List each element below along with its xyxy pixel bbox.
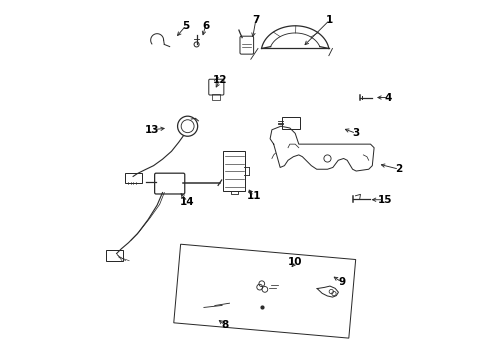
Text: 3: 3 xyxy=(352,129,360,138)
Text: 5: 5 xyxy=(182,21,190,31)
Text: 13: 13 xyxy=(145,125,159,135)
Text: 1: 1 xyxy=(326,15,333,26)
Text: 6: 6 xyxy=(202,21,209,31)
Text: 14: 14 xyxy=(180,197,195,207)
Text: 10: 10 xyxy=(288,257,302,267)
Text: 15: 15 xyxy=(378,195,392,205)
Text: 12: 12 xyxy=(213,75,227,85)
Text: 9: 9 xyxy=(338,277,345,287)
Text: 7: 7 xyxy=(252,15,259,26)
Text: 11: 11 xyxy=(247,191,261,201)
Text: 4: 4 xyxy=(385,93,392,103)
Text: 8: 8 xyxy=(221,320,229,330)
Text: 2: 2 xyxy=(395,164,403,174)
